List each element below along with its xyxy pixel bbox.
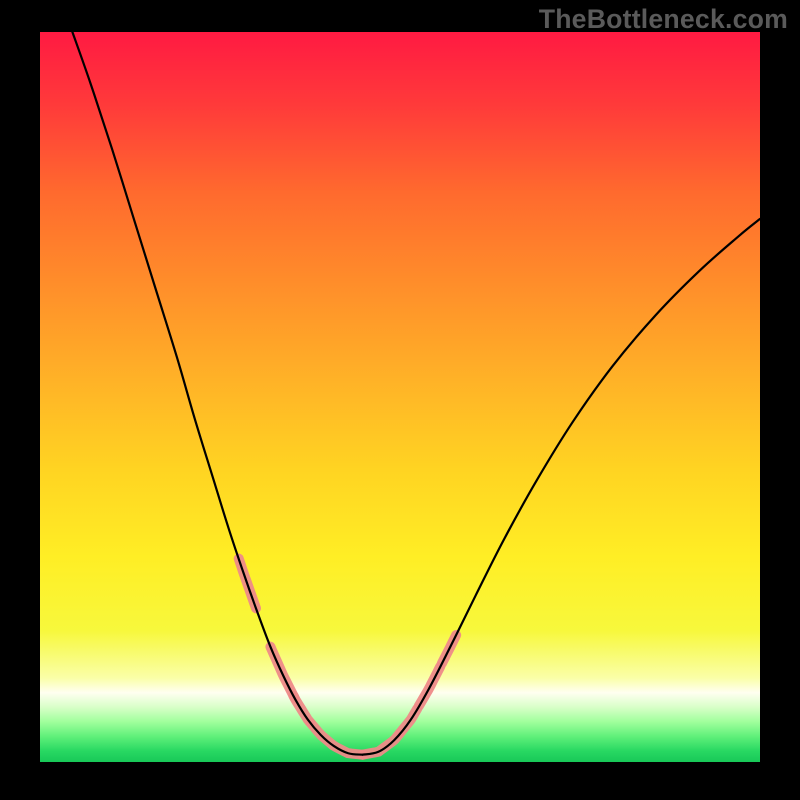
plot-background [40, 32, 760, 762]
chart-svg [0, 0, 800, 800]
watermark-text: TheBottleneck.com [539, 4, 788, 35]
chart-container: TheBottleneck.com [0, 0, 800, 800]
